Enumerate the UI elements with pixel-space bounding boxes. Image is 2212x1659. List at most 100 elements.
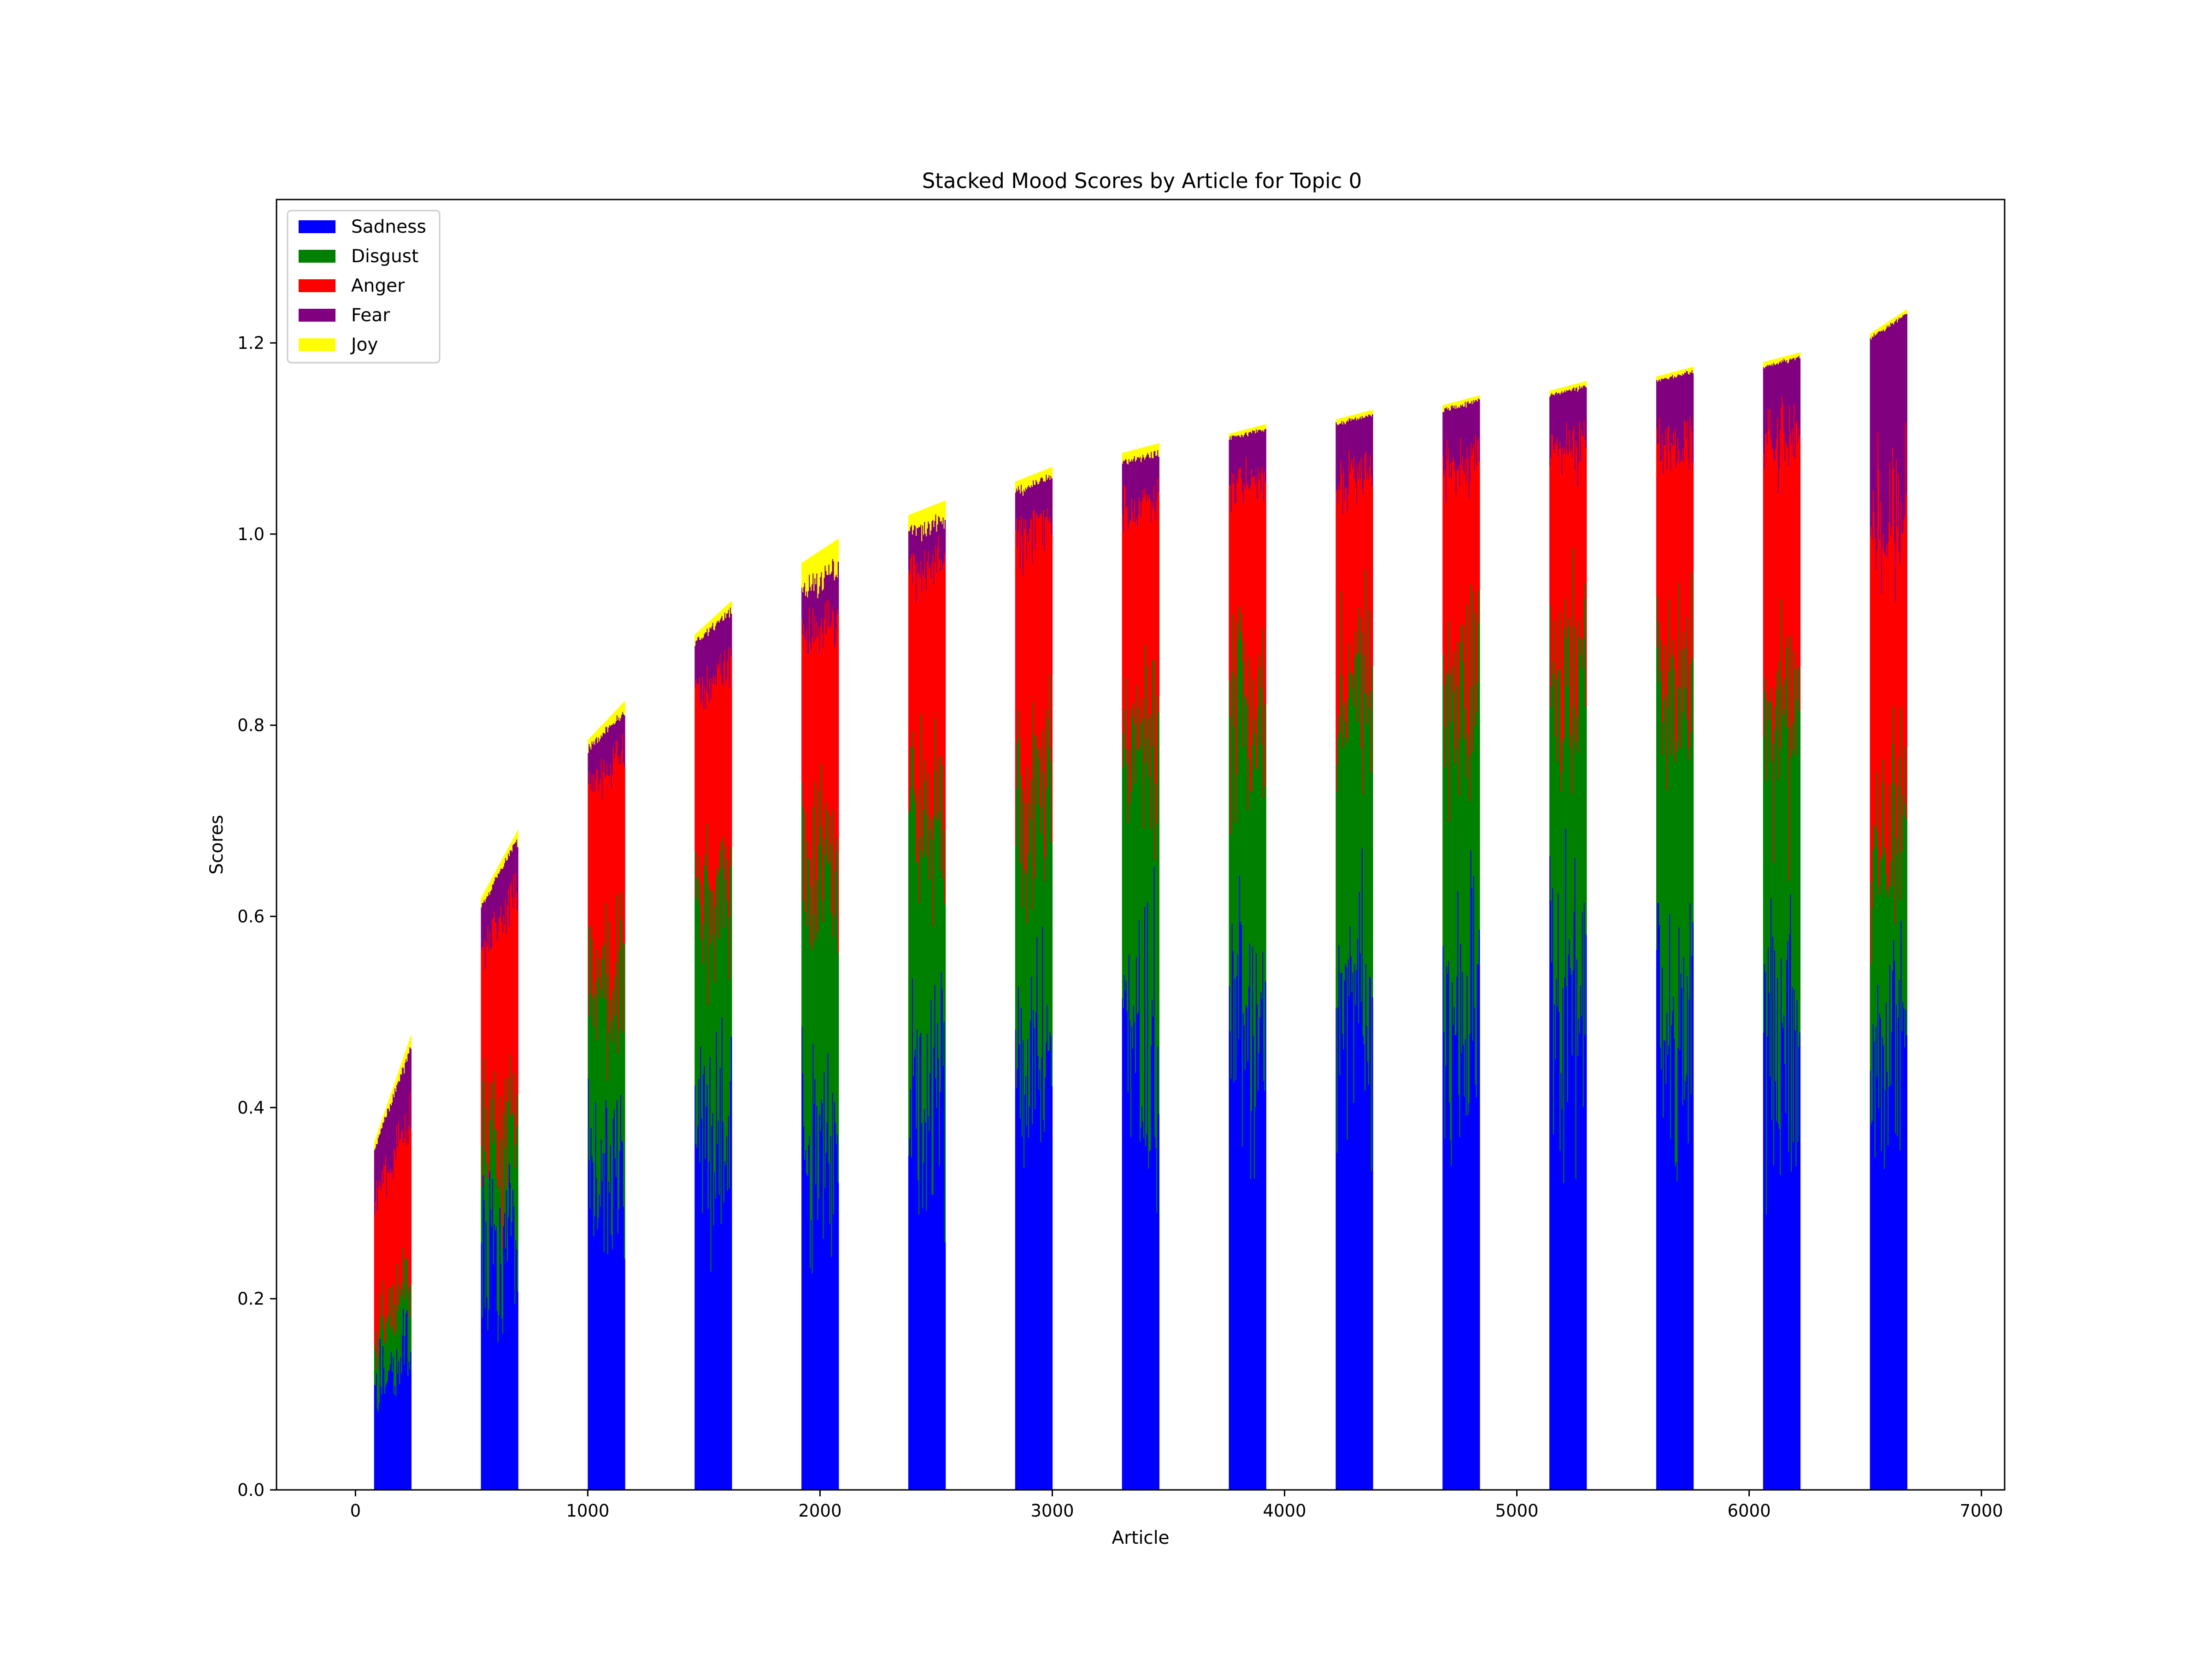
- bar-segment-disgust: [930, 818, 932, 1000]
- bar-segment-anger: [1872, 490, 1874, 850]
- bar-segment-fear: [604, 734, 606, 778]
- bar-segment-sadness: [591, 1156, 593, 1490]
- bar-segment-anger: [1675, 429, 1676, 762]
- bar-segment-disgust: [1139, 747, 1141, 1142]
- bar-segment-joy: [1551, 390, 1553, 394]
- bar-segment-disgust: [1469, 801, 1471, 1034]
- bar-segment-fear: [819, 586, 821, 653]
- bar-segment-disgust: [600, 989, 602, 1140]
- bar-segment-fear: [1142, 454, 1144, 489]
- bar-segment-fear: [1681, 376, 1683, 462]
- bar-segment-anger: [1133, 522, 1135, 717]
- bar-segment-disgust: [721, 868, 723, 1018]
- bar-segment-anger: [491, 947, 493, 1100]
- bar-segment-joy: [1456, 401, 1458, 409]
- bar-segment-sadness: [1240, 921, 1241, 1490]
- bar-segment-joy: [1767, 360, 1769, 366]
- bar-segment-anger: [1466, 447, 1468, 604]
- bar-segment-joy: [1466, 399, 1468, 403]
- bar-segment-sadness: [1785, 1113, 1787, 1490]
- bar-segment-anger: [621, 751, 623, 893]
- bar-segment-fear: [1900, 317, 1902, 502]
- bar-segment-disgust: [1251, 792, 1253, 1111]
- bar-segment-sadness: [1686, 1074, 1688, 1490]
- bar-segment-sadness: [1667, 1054, 1669, 1490]
- bar-segment-sadness: [508, 1217, 509, 1490]
- bar-segment-disgust: [1359, 617, 1361, 953]
- bar-segment-sadness: [394, 1394, 395, 1490]
- bar-segment-sadness: [1905, 1009, 1906, 1490]
- bar-segment-fear: [1042, 478, 1043, 545]
- bar-segment-joy: [396, 1076, 398, 1085]
- bar-segment-fear: [1243, 435, 1245, 484]
- bar-segment-joy: [623, 702, 624, 714]
- bar-segment-disgust: [375, 1351, 377, 1386]
- bar-segment-disgust: [1681, 650, 1683, 988]
- bar-segment-sadness: [1133, 1006, 1135, 1490]
- bar-segment-joy: [1029, 476, 1030, 487]
- bar-segment-joy: [1890, 320, 1892, 323]
- bar-segment-fear: [1124, 461, 1125, 486]
- bar-segment-anger: [1688, 458, 1689, 748]
- bar-segment-anger: [809, 607, 810, 859]
- bar-segment-sadness: [1049, 1032, 1051, 1490]
- bar-segment-fear: [381, 1128, 383, 1171]
- bar-segment-joy: [1447, 404, 1448, 410]
- bar-segment-joy: [1262, 425, 1264, 430]
- bar-segment-anger: [934, 561, 936, 718]
- bar-segment-fear: [1153, 458, 1154, 509]
- bar-segment-joy: [1016, 481, 1018, 489]
- bar-segment-sadness: [1143, 1138, 1145, 1490]
- bar-segment-disgust: [406, 1259, 408, 1311]
- bar-segment-anger: [1050, 523, 1052, 762]
- bar-segment-joy: [697, 632, 699, 637]
- bar-segment-fear: [723, 620, 725, 662]
- bar-segment-fear: [1790, 358, 1791, 435]
- bar-segment-sadness: [600, 1139, 602, 1490]
- bar-segment-anger: [389, 1168, 391, 1329]
- article-group: [1870, 309, 1907, 1490]
- bar-segment-anger: [1671, 443, 1672, 755]
- bar-segment-sadness: [1553, 1134, 1554, 1490]
- bar-segment-fear: [1146, 455, 1147, 502]
- bar-segment-joy: [1663, 374, 1664, 379]
- bar-segment-disgust: [1770, 687, 1772, 899]
- bar-segment-anger: [402, 1129, 403, 1282]
- bar-segment-disgust: [1875, 847, 1877, 1027]
- bar-segment-disgust: [1673, 640, 1674, 997]
- bar-segment-sadness: [1897, 1136, 1898, 1490]
- bar-segment-disgust: [941, 756, 942, 972]
- article-group: [1442, 395, 1480, 1490]
- bar-segment-anger: [709, 678, 711, 890]
- bar-segment-anger: [1794, 458, 1796, 670]
- bar-segment-anger: [1045, 517, 1046, 858]
- bar-segment-disgust: [1141, 723, 1142, 1128]
- bar-segment-sadness: [1459, 1137, 1461, 1490]
- bar-segment-sadness: [1243, 1025, 1245, 1490]
- bar-segment-disgust: [1021, 907, 1023, 1137]
- bar-segment-joy: [1137, 448, 1139, 457]
- bar-segment-fear: [1461, 406, 1463, 465]
- bar-segment-anger: [1449, 477, 1450, 822]
- bar-segment-sadness: [826, 1123, 828, 1490]
- legend-swatch: [299, 220, 335, 233]
- bar-segment-joy: [1894, 317, 1895, 322]
- bar-segment-sadness: [605, 1100, 607, 1490]
- bar-segment-disgust: [822, 900, 824, 1103]
- bar-segment-disgust: [817, 931, 819, 1220]
- bar-segment-fear: [410, 1048, 412, 1130]
- bar-segment-sadness: [510, 1182, 511, 1490]
- bar-segment-joy: [1343, 417, 1345, 422]
- bar-segment-fear: [486, 896, 488, 947]
- bar-segment-anger: [1125, 508, 1127, 678]
- bar-segment-anger: [381, 1171, 383, 1329]
- bar-segment-disgust: [1245, 698, 1247, 1005]
- bar-segment-sadness: [1575, 1179, 1577, 1490]
- bar-segment-disgust: [1244, 695, 1246, 1070]
- bar-segment-fear: [933, 527, 935, 584]
- bar-segment-anger: [1797, 443, 1799, 668]
- bar-segment-joy: [1882, 325, 1883, 331]
- bar-segment-anger: [1779, 469, 1780, 662]
- bar-segment-sadness: [1793, 1142, 1794, 1490]
- bar-segment-sadness: [408, 1361, 410, 1490]
